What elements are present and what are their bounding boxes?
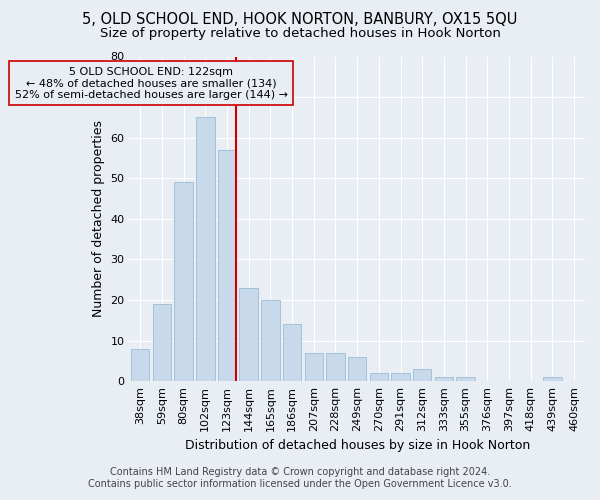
Bar [543, 377, 562, 381]
Bar [348, 357, 367, 381]
Text: 5 OLD SCHOOL END: 122sqm
← 48% of detached houses are smaller (134)
52% of semi-: 5 OLD SCHOOL END: 122sqm ← 48% of detach… [14, 66, 287, 100]
Bar [261, 300, 280, 381]
Text: 5, OLD SCHOOL END, HOOK NORTON, BANBURY, OX15 5QU: 5, OLD SCHOOL END, HOOK NORTON, BANBURY,… [82, 12, 518, 28]
Text: Contains HM Land Registry data © Crown copyright and database right 2024.
Contai: Contains HM Land Registry data © Crown c… [88, 468, 512, 489]
Text: Size of property relative to detached houses in Hook Norton: Size of property relative to detached ho… [100, 28, 500, 40]
Bar [283, 324, 301, 381]
Bar [435, 377, 453, 381]
Bar [391, 373, 410, 381]
Bar [370, 373, 388, 381]
Bar [131, 348, 149, 381]
Bar [239, 288, 258, 381]
Bar [413, 369, 431, 381]
Bar [196, 118, 215, 381]
X-axis label: Distribution of detached houses by size in Hook Norton: Distribution of detached houses by size … [185, 440, 530, 452]
Bar [457, 377, 475, 381]
Bar [326, 353, 345, 381]
Y-axis label: Number of detached properties: Number of detached properties [92, 120, 105, 318]
Bar [175, 182, 193, 381]
Bar [218, 150, 236, 381]
Bar [152, 304, 171, 381]
Bar [305, 353, 323, 381]
